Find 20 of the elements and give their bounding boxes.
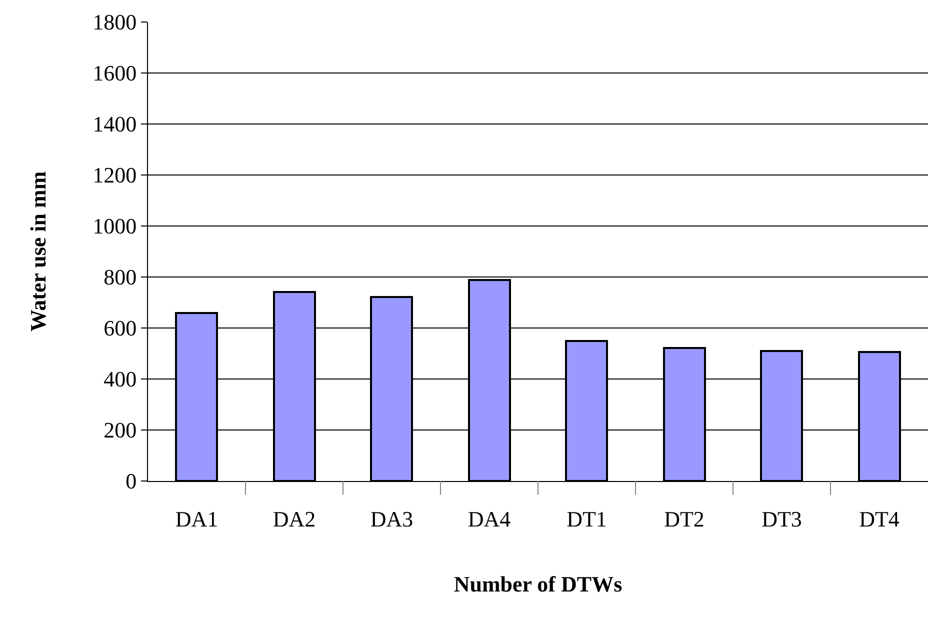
y-tick-label: 1600 [92,60,137,86]
x-tick-label: DA3 [370,506,414,532]
x-tick-label: DA4 [468,506,511,532]
x-tick-label: DT2 [664,506,704,532]
x-tick-label: DT3 [762,506,802,532]
y-tick-label: 600 [104,316,137,341]
y-tick-label: 400 [104,366,137,392]
y-tick-label: 1800 [92,10,137,35]
x-tick-label: DA2 [272,506,316,532]
x-axis-title: Number of DTWs [454,571,623,596]
y-tick-label: 0 [126,468,137,494]
x-tick-label: DT1 [566,506,607,532]
y-tick-label: 800 [104,264,137,290]
y-tick-label: 1200 [92,162,137,188]
y-tick-label: 200 [104,418,137,443]
y-axis-title: Water use in mm [25,171,50,332]
x-tick-label: DT4 [859,506,900,532]
x-tick-label: DA1 [175,506,218,532]
y-tick-label: 1400 [92,112,137,137]
y-tick-label: 1000 [92,214,137,239]
